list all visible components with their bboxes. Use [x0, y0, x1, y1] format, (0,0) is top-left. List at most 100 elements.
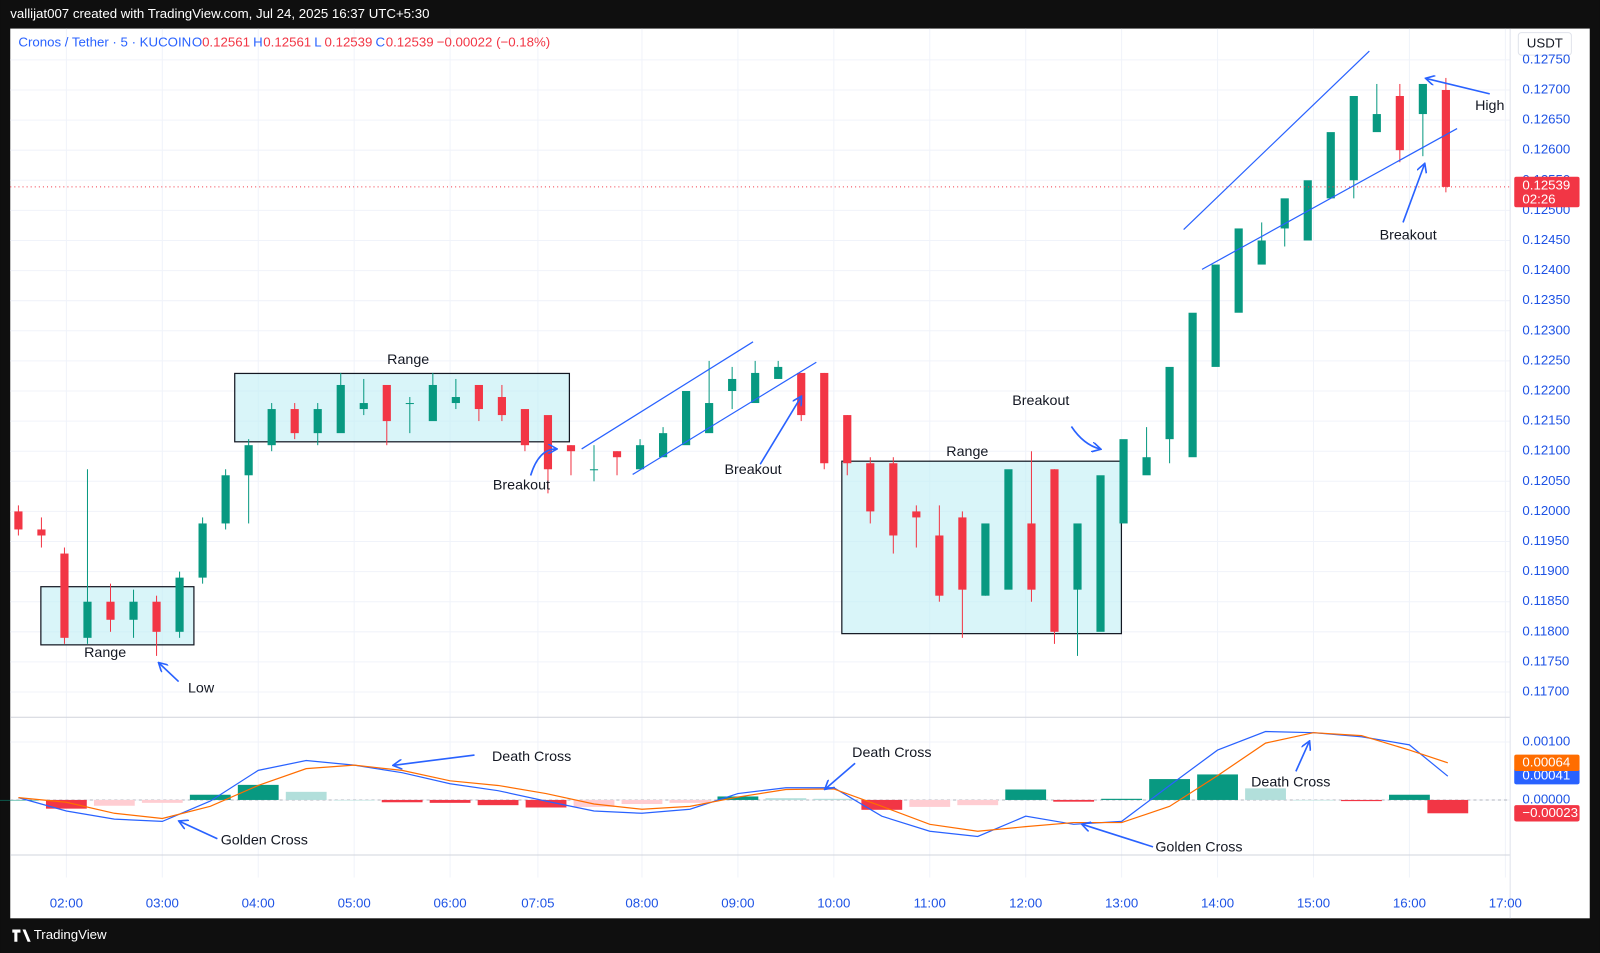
annotation: Death Cross: [492, 749, 571, 765]
range-box: [234, 372, 571, 443]
histogram-bar: [1197, 774, 1238, 800]
candle-body: [958, 517, 967, 590]
trend-lines: [581, 50, 1458, 475]
x-tick-label: 12:00: [1009, 896, 1042, 911]
x-tick-label: 05:00: [338, 896, 371, 911]
y-tick-label: 0.12450: [1522, 232, 1570, 247]
y-tick-label: 0.00000: [1522, 791, 1570, 806]
y-tick-label: 0.12400: [1522, 262, 1570, 277]
candle-body: [1004, 469, 1013, 590]
y-tick-label: 0.12150: [1522, 413, 1570, 428]
candle-body: [129, 601, 138, 620]
histogram-bar: [477, 799, 519, 806]
histogram-bar: [237, 784, 279, 800]
plot: [0, 77, 1511, 838]
arrow: [1426, 79, 1490, 95]
x-tick-label: 16:00: [1393, 896, 1426, 911]
x-tick-label: 03:00: [146, 896, 179, 911]
annotation: Range: [84, 645, 126, 661]
candle-body: [474, 384, 483, 410]
annotation: Death Cross: [852, 745, 931, 761]
candle-body: [635, 445, 645, 470]
candle-body: [1418, 83, 1427, 115]
histogram-bar: [909, 799, 951, 807]
currency[interactable]: USDT: [1527, 35, 1563, 50]
candle-body: [1211, 264, 1220, 367]
y-tick-label: 0.11750: [1522, 653, 1569, 668]
trend-line: [1201, 128, 1458, 270]
candle-body: [1280, 198, 1289, 229]
ohlc-value: 0.12539: [386, 34, 434, 49]
arrow: [394, 754, 475, 765]
x-tick-label: 06:00: [434, 896, 467, 911]
annotation: High: [1475, 98, 1504, 114]
annotation: Golden Cross: [221, 833, 308, 849]
candle-body: [60, 553, 69, 638]
candle-body: [866, 463, 875, 512]
histogram-bar: [1245, 788, 1286, 800]
value-badge: [1514, 805, 1580, 822]
macd-line: [18, 730, 1449, 838]
candle-body: [152, 601, 161, 632]
arrow: [1070, 426, 1100, 449]
candle-body: [290, 409, 299, 434]
arrow: [529, 449, 557, 476]
ohlc-label: O: [192, 34, 202, 49]
ohlc-value: 0.12561: [263, 34, 311, 49]
annotation: Low: [188, 680, 215, 696]
candle-body: [797, 372, 806, 416]
y-tick-label: 0.12600: [1522, 142, 1570, 157]
histogram-bar: [381, 799, 423, 803]
candle-body: [359, 403, 368, 410]
candle-body: [451, 397, 460, 404]
y-tick-label: 0.11700: [1522, 684, 1569, 699]
last-price-label: 0.12539: [1522, 177, 1570, 192]
footer: TradingView: [12, 927, 107, 942]
histogram-bar: [765, 798, 807, 800]
candle-body: [37, 529, 46, 536]
histogram-bar: [1005, 789, 1047, 800]
annotation: Golden Cross: [1155, 840, 1242, 856]
arrows: [159, 79, 1490, 848]
histogram-bar: [1389, 794, 1430, 800]
histogram-bar: [525, 799, 567, 808]
y-tick-label: 0.11850: [1522, 593, 1569, 608]
histogram-bar: [813, 798, 855, 800]
y-tick-label: 0.12100: [1522, 443, 1570, 458]
histogram-bar: [1101, 798, 1143, 800]
candle-body: [843, 415, 852, 464]
y-tick-label: 0.12050: [1522, 473, 1570, 488]
histogram-bar: [717, 796, 759, 800]
arrow: [759, 397, 801, 465]
annotation: Breakout: [725, 462, 782, 478]
candle-body: [589, 469, 599, 471]
candle-body: [382, 384, 391, 422]
y-tick-label: 0.12000: [1522, 503, 1570, 518]
countdown: 02:26: [1522, 192, 1555, 207]
candle-body: [658, 433, 668, 458]
candle-body: [889, 463, 898, 536]
candle-body: [1395, 95, 1404, 151]
x-tick-label: 04:00: [242, 896, 275, 911]
annotation: Breakout: [1380, 227, 1437, 243]
y-tick-label: 0.12350: [1522, 292, 1570, 307]
chart-area: [10, 28, 1590, 919]
trend-line: [632, 361, 817, 475]
candle-body: [1119, 439, 1128, 524]
y-tick-label: 0.00100: [1522, 733, 1570, 748]
last-price-badge: [1514, 176, 1580, 208]
candle-body: [705, 403, 714, 434]
candle-body: [1096, 475, 1105, 632]
y-tick-label: 0.12200: [1522, 382, 1570, 397]
logo: [12, 929, 31, 942]
ohlc-label: H: [253, 34, 263, 49]
histogram-bar: [861, 799, 903, 810]
macd-line: [18, 732, 1448, 832]
candle-body: [912, 511, 921, 518]
candle-body: [1027, 523, 1036, 590]
y-tick-label: 0.11950: [1522, 533, 1569, 548]
histogram-bar: [1427, 799, 1469, 814]
currency-button[interactable]: [1517, 32, 1572, 56]
candle-body: [1326, 132, 1335, 199]
